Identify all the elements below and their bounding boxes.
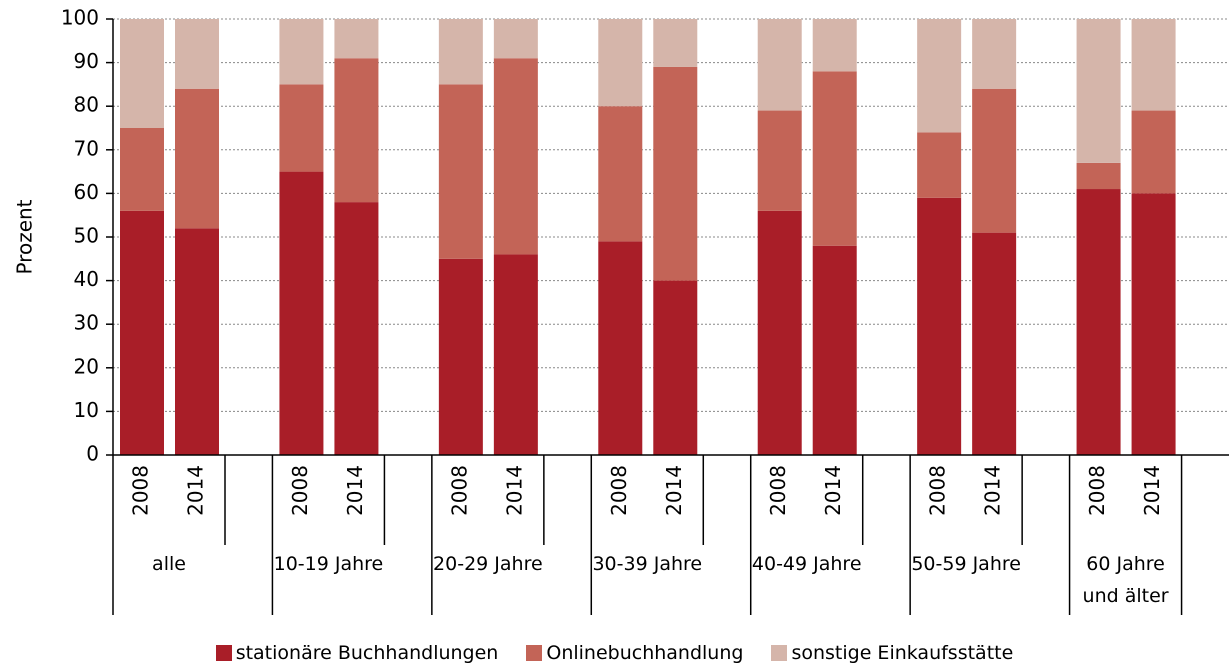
group-label: 60 Jahre und älter	[1082, 553, 1169, 607]
bar-segment	[598, 241, 643, 455]
bar-segment	[598, 106, 643, 242]
bar-segment	[1076, 19, 1121, 163]
bar-segment	[812, 245, 857, 455]
bar-segment	[493, 19, 538, 59]
x-tick-label: 2014	[821, 465, 845, 516]
bar-segment	[120, 19, 164, 128]
bar-segment	[757, 110, 802, 211]
bar-segment	[1076, 189, 1121, 456]
x-tick-label: 2008	[129, 465, 153, 516]
y-tick-label: 100	[61, 6, 99, 30]
legend-swatch	[771, 645, 788, 661]
bar-segment	[812, 71, 857, 246]
bar-segment	[757, 19, 802, 111]
y-tick-label: 10	[74, 398, 99, 422]
bar-segment	[653, 280, 698, 455]
bar-segment	[175, 19, 219, 89]
x-tick-label: 2014	[343, 465, 367, 516]
bar-segment	[653, 19, 698, 67]
legend: stationäre Buchhandlungen Onlinebuchhandl…	[0, 642, 1229, 664]
y-tick-label: 90	[74, 49, 99, 73]
group-label: 20-29 Jahre	[433, 553, 543, 575]
y-tick-label: 70	[74, 136, 99, 160]
y-tick-label: 80	[74, 93, 99, 117]
legend-item: stationäre Buchhandlungen	[215, 642, 499, 664]
x-tick-label: 2014	[502, 465, 526, 516]
x-tick-label: 2008	[766, 465, 790, 516]
bar-segment	[917, 132, 962, 198]
bar-segment	[120, 210, 164, 455]
y-tick-label: 0	[86, 442, 99, 466]
bar-segment	[334, 202, 379, 455]
legend-item: Onlinebuchhandlung	[526, 642, 743, 664]
bar-segment	[653, 66, 698, 281]
legend-label: sonstige Einkaufsstätte	[791, 642, 1014, 664]
y-tick-label: 30	[74, 311, 99, 335]
bar-segment	[120, 128, 164, 211]
legend-label: stationäre Buchhandlungen	[235, 642, 499, 664]
bar-segment	[175, 228, 219, 455]
x-tick-label: 2014	[981, 465, 1005, 516]
bar-segment	[279, 84, 324, 172]
bar-segment	[175, 88, 219, 229]
bar-segment	[598, 19, 643, 107]
x-tick-label: 2008	[1085, 465, 1109, 516]
bar-segment	[1131, 19, 1176, 111]
bar-segment	[757, 210, 802, 455]
bar-segment	[279, 19, 324, 85]
x-tick-label: 2014	[184, 465, 208, 516]
bar-segment	[438, 258, 483, 455]
legend-swatch	[526, 645, 543, 661]
bar-segment	[493, 254, 538, 455]
legend-label: Onlinebuchhandlung	[546, 642, 744, 664]
x-tick-label: 2008	[288, 465, 312, 516]
y-tick-label: 60	[74, 180, 99, 204]
x-tick-label: 2008	[926, 465, 950, 516]
bar-segment	[917, 197, 962, 455]
bar-segment	[972, 88, 1017, 233]
x-tick-label: 2008	[607, 465, 631, 516]
bar-segment	[972, 232, 1017, 455]
legend-swatch	[215, 645, 232, 661]
bar-segment	[972, 19, 1017, 89]
y-tick-label: 50	[74, 224, 99, 248]
group-label: alle	[152, 553, 186, 575]
group-label: 30-39 Jahre	[592, 553, 703, 575]
bar-segment	[334, 58, 379, 203]
bar-segment	[438, 84, 483, 259]
bar-segment	[279, 171, 324, 455]
group-label: 40-49 Jahre	[751, 553, 862, 575]
bar-segment	[1131, 193, 1176, 455]
y-tick-label: 40	[74, 267, 99, 291]
x-tick-label: 2014	[1140, 465, 1164, 516]
group-label: 50-59 Jahre	[911, 553, 1021, 575]
bar-segment	[438, 19, 483, 85]
bar-segment	[917, 19, 962, 133]
x-tick-label: 2014	[662, 465, 686, 516]
y-tick-label: 20	[74, 354, 99, 378]
y-axis-label: Prozent	[13, 199, 37, 274]
bar-segment	[812, 19, 857, 72]
bar-segment	[1076, 162, 1121, 190]
bar-segment	[334, 19, 379, 59]
legend-item: sonstige Einkaufsstätte	[771, 642, 1013, 664]
bar-segment	[493, 58, 538, 255]
x-tick-label: 2008	[447, 465, 471, 516]
group-label: 10-19 Jahre	[273, 553, 384, 575]
bar-segment	[1131, 110, 1176, 194]
